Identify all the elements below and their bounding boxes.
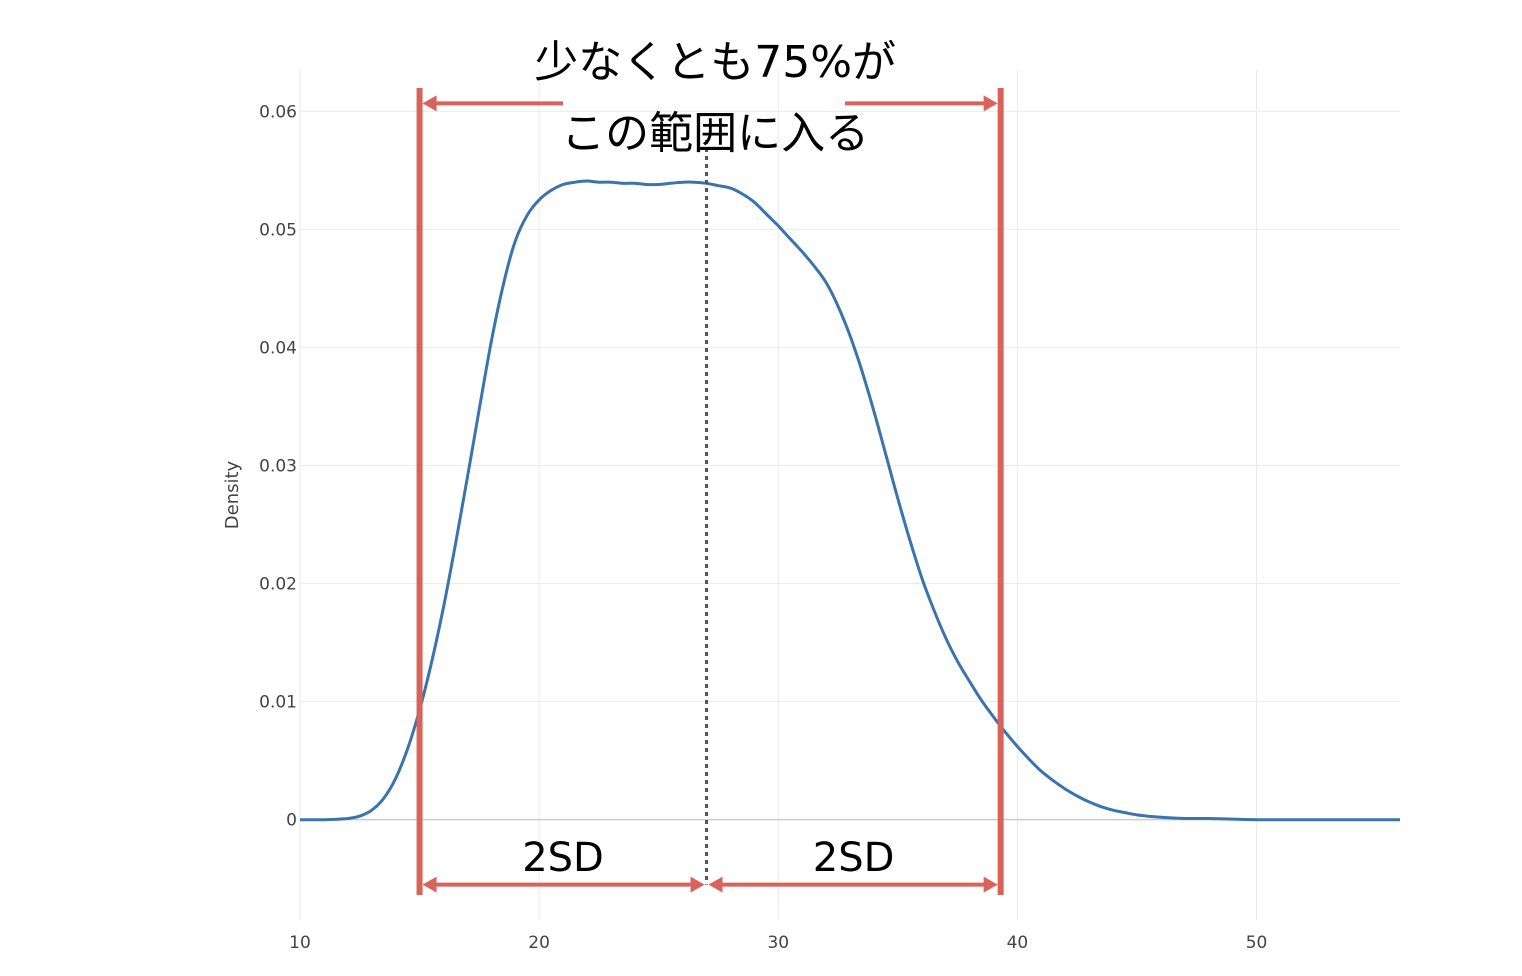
annotation-top-line1: 少なくとも75%が: [534, 37, 896, 88]
y-tick-label-6: 0.06: [259, 102, 297, 122]
left-2sd-arrowhead-end: [690, 876, 705, 893]
x-tick-label-10: 10: [289, 933, 311, 953]
top-arrowhead-right: [983, 95, 998, 112]
y-tick-label-1: 0.01: [259, 693, 297, 713]
annotation-layer: [416, 88, 1004, 895]
x-tick-label-20: 20: [528, 933, 550, 953]
density-curve: [299, 179, 1400, 822]
y-axis-title: Density: [222, 460, 243, 529]
annotation-top-line2: この範囲に入る: [561, 108, 869, 159]
gridlines: [299, 70, 1400, 920]
x-tick-label-40: 40: [1007, 933, 1029, 953]
left-2sd-arrowhead-start: [422, 876, 437, 893]
y-tick-label-0: 0: [286, 811, 297, 831]
top-arrowhead-left: [422, 95, 437, 112]
annotation-right-2sd: 2SD: [813, 835, 895, 881]
x-tick-label-50: 50: [1246, 933, 1268, 953]
y-tick-label-3: 0.03: [259, 456, 297, 476]
tick-labels: 10 20 30 40 50 0 0.01 0.02 0.03 0.04 0.05 0.06: [259, 102, 1267, 953]
right-2sd-arrowhead-end: [983, 876, 998, 893]
right-2sd-arrowhead-start: [708, 876, 723, 893]
y-tick-label-5: 0.05: [259, 220, 297, 240]
annotation-left-2sd: 2SD: [522, 835, 604, 881]
curve-layer: [299, 179, 1400, 822]
y-tick-label-2: 0.02: [259, 575, 297, 595]
x-tick-label-30: 30: [767, 933, 789, 953]
y-tick-label-4: 0.04: [259, 338, 297, 358]
